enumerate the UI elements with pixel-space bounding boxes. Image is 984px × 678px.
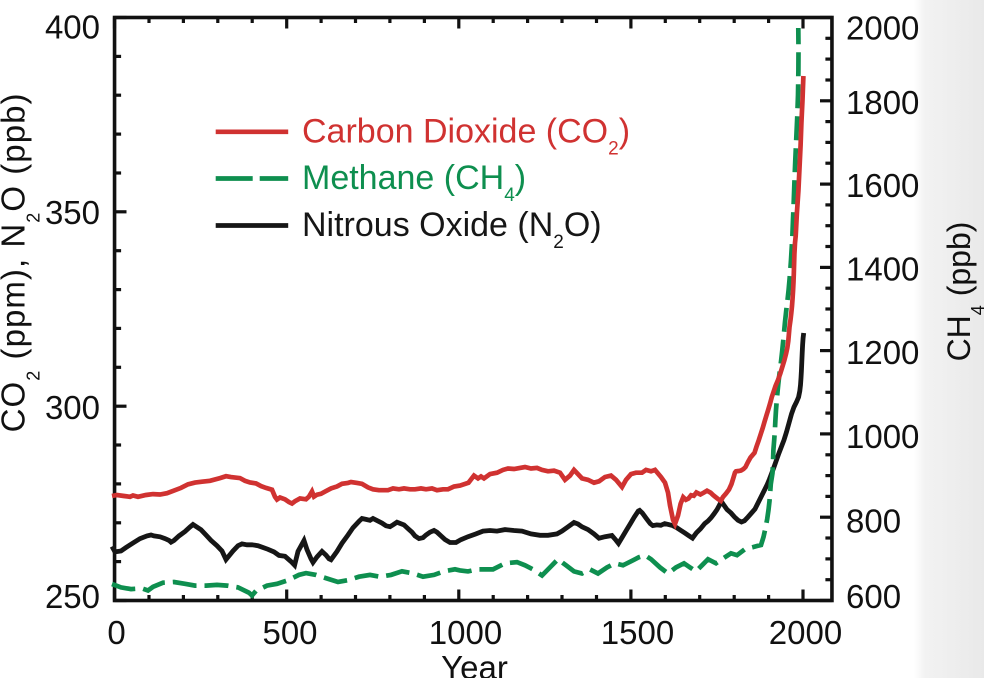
svg-text:800: 800	[846, 502, 901, 539]
svg-text:1000: 1000	[846, 418, 919, 455]
svg-text:0: 0	[107, 614, 125, 651]
svg-text:1400: 1400	[846, 250, 919, 287]
svg-text:600: 600	[846, 578, 901, 615]
svg-text:Year: Year	[441, 649, 508, 678]
svg-text:1800: 1800	[846, 84, 919, 121]
svg-text:2000: 2000	[846, 9, 919, 46]
svg-text:500: 500	[262, 614, 317, 651]
svg-text:1500: 1500	[601, 614, 674, 651]
svg-text:1200: 1200	[846, 334, 919, 371]
svg-text:1000: 1000	[429, 614, 502, 651]
svg-text:2000: 2000	[769, 614, 842, 651]
svg-text:1600: 1600	[846, 167, 919, 204]
svg-text:350: 350	[45, 194, 100, 231]
svg-text:400: 400	[45, 8, 100, 45]
svg-text:300: 300	[45, 389, 100, 426]
svg-text:250: 250	[45, 578, 100, 615]
svg-text:CH4 (ppb): CH4 (ppb)	[941, 222, 984, 362]
